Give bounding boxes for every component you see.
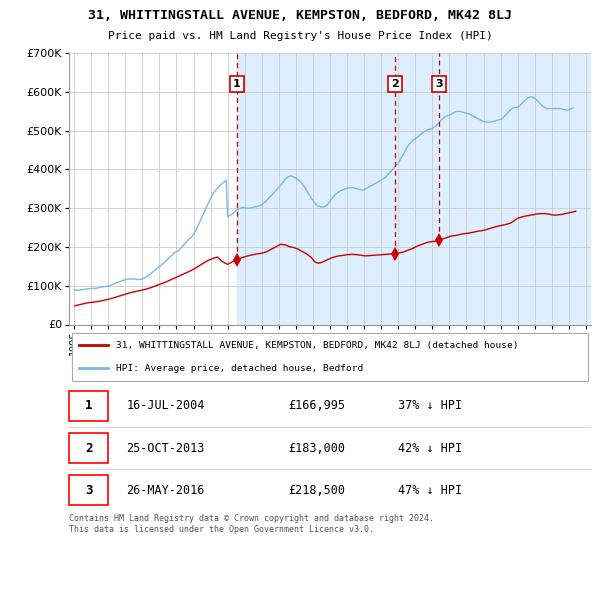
Text: Price paid vs. HM Land Registry's House Price Index (HPI): Price paid vs. HM Land Registry's House … [107,31,493,41]
Text: 3: 3 [85,484,92,497]
Text: 37% ↓ HPI: 37% ↓ HPI [398,399,462,412]
Text: 3: 3 [436,79,443,89]
Text: £218,500: £218,500 [288,484,345,497]
Text: 16-JUL-2004: 16-JUL-2004 [127,399,205,412]
Text: 1: 1 [233,79,241,89]
Text: 42% ↓ HPI: 42% ↓ HPI [398,441,462,455]
Text: Contains HM Land Registry data © Crown copyright and database right 2024.
This d: Contains HM Land Registry data © Crown c… [69,514,434,534]
Text: 31, WHITTINGSTALL AVENUE, KEMPSTON, BEDFORD, MK42 8LJ (detached house): 31, WHITTINGSTALL AVENUE, KEMPSTON, BEDF… [116,340,518,350]
Text: 2: 2 [391,79,399,89]
Text: 31, WHITTINGSTALL AVENUE, KEMPSTON, BEDFORD, MK42 8LJ: 31, WHITTINGSTALL AVENUE, KEMPSTON, BEDF… [88,9,512,22]
FancyBboxPatch shape [69,433,108,463]
FancyBboxPatch shape [69,476,108,506]
Text: 1: 1 [85,399,92,412]
Text: 25-OCT-2013: 25-OCT-2013 [127,441,205,455]
Text: 26-MAY-2016: 26-MAY-2016 [127,484,205,497]
Text: £183,000: £183,000 [288,441,345,455]
Text: 47% ↓ HPI: 47% ↓ HPI [398,484,462,497]
Text: £166,995: £166,995 [288,399,345,412]
FancyBboxPatch shape [69,391,108,421]
Bar [237,53,591,325]
FancyBboxPatch shape [71,333,589,381]
Text: HPI: Average price, detached house, Bedford: HPI: Average price, detached house, Bedf… [116,363,363,373]
Text: 2: 2 [85,441,92,455]
